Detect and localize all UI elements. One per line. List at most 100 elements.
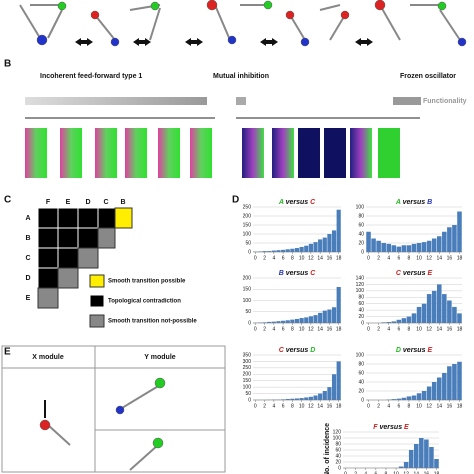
bar — [416, 243, 422, 252]
x-tick-label: 18 — [457, 403, 463, 409]
bar — [267, 251, 272, 252]
bar — [452, 225, 457, 252]
y-tick-label: 80 — [358, 361, 364, 367]
motif-nodes — [36, 0, 467, 47]
title-part: C — [310, 270, 316, 277]
bar — [406, 245, 412, 252]
bar — [421, 303, 427, 323]
x-tick-label: 6 — [397, 255, 400, 261]
bar — [396, 319, 402, 323]
title-part: C — [396, 270, 402, 277]
y-tick-label: 60 — [358, 301, 364, 307]
title-part: versus — [403, 270, 426, 277]
legend-entry: Smooth transition possible — [108, 279, 186, 285]
column-label: D — [85, 199, 90, 206]
matrix — [37, 207, 133, 328]
bar — [318, 239, 323, 252]
title-part: E — [427, 347, 432, 354]
y-tick-label: 20 — [358, 388, 364, 394]
x-tick-label: 14 — [436, 255, 442, 261]
bar — [304, 317, 309, 323]
bar — [413, 444, 419, 468]
x-tick-label: 4 — [387, 403, 390, 409]
bar — [257, 251, 263, 252]
x-tick-label: 14 — [436, 403, 442, 409]
x-tick-label: 14 — [413, 471, 419, 474]
bar — [429, 447, 434, 468]
x-tick-label: 18 — [336, 326, 342, 332]
x-tick-label: 6 — [374, 471, 377, 474]
x-tick-label: 8 — [291, 403, 294, 409]
x-tick-label: 16 — [327, 255, 333, 261]
x-tick-label: 2 — [263, 326, 266, 332]
x-tick-label: 4 — [272, 403, 275, 409]
legend-entry: Topological contradiction — [108, 299, 181, 305]
x-tick-label: 6 — [282, 403, 285, 409]
x-tick-label: 2 — [377, 326, 380, 332]
bar — [318, 393, 323, 400]
x-tick-label: 12 — [426, 403, 432, 409]
bar — [411, 395, 417, 400]
bar — [327, 309, 332, 323]
y-tick-label: 0 — [361, 397, 364, 403]
bar — [452, 306, 457, 323]
bar — [447, 300, 452, 323]
x-tick-label: 0 — [344, 471, 347, 474]
y-tick-label: 80 — [335, 441, 341, 447]
bar — [381, 243, 386, 252]
column-label: C — [103, 199, 108, 206]
y-tick-label: 20 — [358, 314, 364, 320]
bar — [442, 294, 447, 323]
bar — [304, 397, 309, 400]
x-tick-label: 10 — [299, 403, 305, 409]
title-part: versus — [286, 199, 309, 206]
x-tick-label: 0 — [367, 326, 370, 332]
bar — [436, 236, 442, 252]
column-label: B — [120, 199, 125, 206]
bar — [403, 462, 409, 468]
x-tick-label: 4 — [387, 255, 390, 261]
module-title: X module — [32, 354, 64, 361]
histogram-title: F versus E — [373, 424, 409, 431]
x-tick-label: 12 — [308, 255, 314, 261]
bar — [262, 251, 267, 252]
x-tick-label: 0 — [367, 403, 370, 409]
bar — [290, 398, 295, 400]
y-tick-label: 50 — [245, 309, 251, 315]
legend-entry: Smooth transition not-possible — [108, 319, 197, 325]
column-label: E — [66, 199, 71, 206]
x-tick-label: 0 — [254, 255, 257, 261]
bar — [398, 466, 404, 468]
bar — [447, 366, 452, 400]
y-tick-label: 120 — [333, 429, 342, 435]
y-tick-label: 100 — [356, 204, 365, 210]
bar — [271, 250, 276, 252]
functionality-bar — [236, 97, 246, 105]
x-tick-label: 8 — [408, 403, 411, 409]
axis-label: Functionality — [423, 98, 467, 105]
bar — [331, 230, 337, 252]
column-label: F — [46, 199, 51, 206]
bar — [290, 248, 295, 252]
bar — [401, 245, 407, 252]
bar — [416, 393, 422, 400]
x-tick-label: 0 — [254, 326, 257, 332]
bar — [271, 321, 276, 323]
bar — [431, 238, 437, 252]
x-tick-label: 8 — [408, 255, 411, 261]
bar — [421, 242, 427, 252]
bar — [426, 386, 432, 400]
title-part: versus — [403, 347, 426, 354]
bar — [308, 316, 313, 323]
x-tick-label: 6 — [397, 326, 400, 332]
title-part: A — [278, 199, 284, 206]
x-tick-label: 12 — [426, 326, 432, 332]
x-tick-label: 6 — [282, 326, 285, 332]
x-tick-label: 12 — [308, 403, 314, 409]
title-part: versus — [403, 199, 426, 206]
y-tick-label: 150 — [243, 222, 252, 228]
x-tick-label: 10 — [299, 326, 305, 332]
bar — [304, 245, 309, 252]
